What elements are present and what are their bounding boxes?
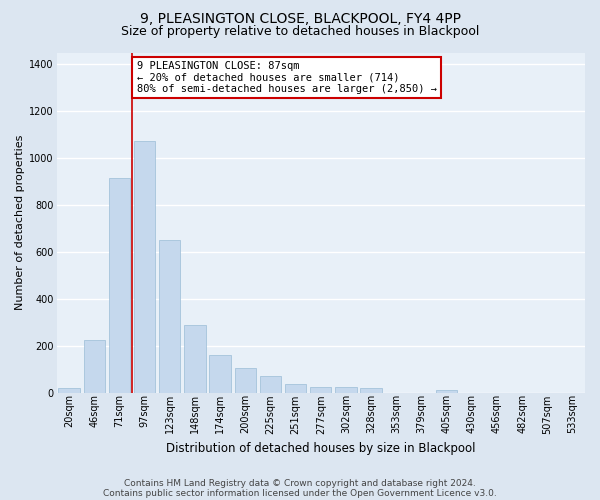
Bar [134, 140, 155, 393]
Bar [58, 388, 80, 393]
Y-axis label: Number of detached properties: Number of detached properties [15, 135, 25, 310]
Bar [209, 355, 231, 393]
Bar [83, 340, 105, 393]
Bar [109, 178, 130, 393]
Text: Contains HM Land Registry data © Crown copyright and database right 2024.
Contai: Contains HM Land Registry data © Crown c… [103, 478, 497, 498]
Text: 9 PLEASINGTON CLOSE: 87sqm
← 20% of detached houses are smaller (714)
80% of sem: 9 PLEASINGTON CLOSE: 87sqm ← 20% of deta… [137, 60, 437, 94]
Text: 9, PLEASINGTON CLOSE, BLACKPOOL, FY4 4PP: 9, PLEASINGTON CLOSE, BLACKPOOL, FY4 4PP [139, 12, 461, 26]
Bar [235, 368, 256, 393]
Bar [285, 384, 307, 393]
Bar [310, 387, 331, 393]
Bar [335, 387, 356, 393]
Bar [361, 388, 382, 393]
Text: Size of property relative to detached houses in Blackpool: Size of property relative to detached ho… [121, 24, 479, 38]
Bar [159, 240, 181, 393]
Bar [436, 390, 457, 393]
X-axis label: Distribution of detached houses by size in Blackpool: Distribution of detached houses by size … [166, 442, 476, 455]
Bar [184, 324, 206, 393]
Bar [260, 376, 281, 393]
